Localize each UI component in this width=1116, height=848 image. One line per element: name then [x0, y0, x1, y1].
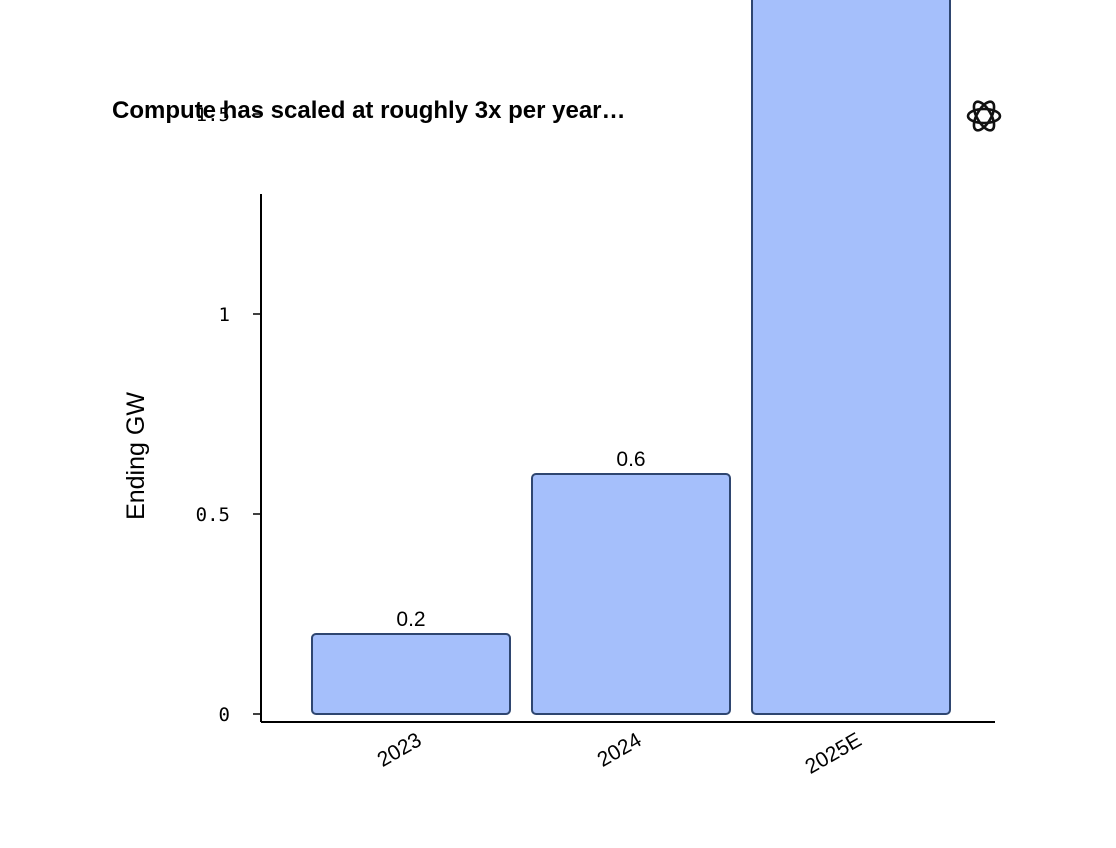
data-label: 0.6 [616, 448, 645, 471]
y-tick-label: 1.5 [196, 104, 230, 126]
y-tick-label: 1 [219, 304, 230, 326]
x-tick-label: 2025E [801, 728, 865, 778]
y-tick-label: 0 [219, 704, 230, 726]
y-tick-label: 0.5 [196, 504, 230, 526]
bar-2023 [311, 633, 511, 715]
x-tick-label: 2024 [594, 728, 646, 771]
data-label: 0.2 [396, 608, 425, 631]
x-axis: 2023 2024 2025E [261, 721, 995, 779]
bars: 0.20.61.9 [311, 0, 951, 715]
y-axis-title: Ending GW [122, 392, 150, 520]
chart-title: Compute has scaled at roughly 3x per yea… [112, 97, 626, 124]
x-tick-label: 2023 [374, 728, 426, 771]
bar-2025e [751, 0, 951, 715]
openai-logo-icon [966, 100, 1002, 132]
y-axis: 00.511.522.5 [196, 104, 262, 726]
bar-2024 [531, 473, 731, 715]
